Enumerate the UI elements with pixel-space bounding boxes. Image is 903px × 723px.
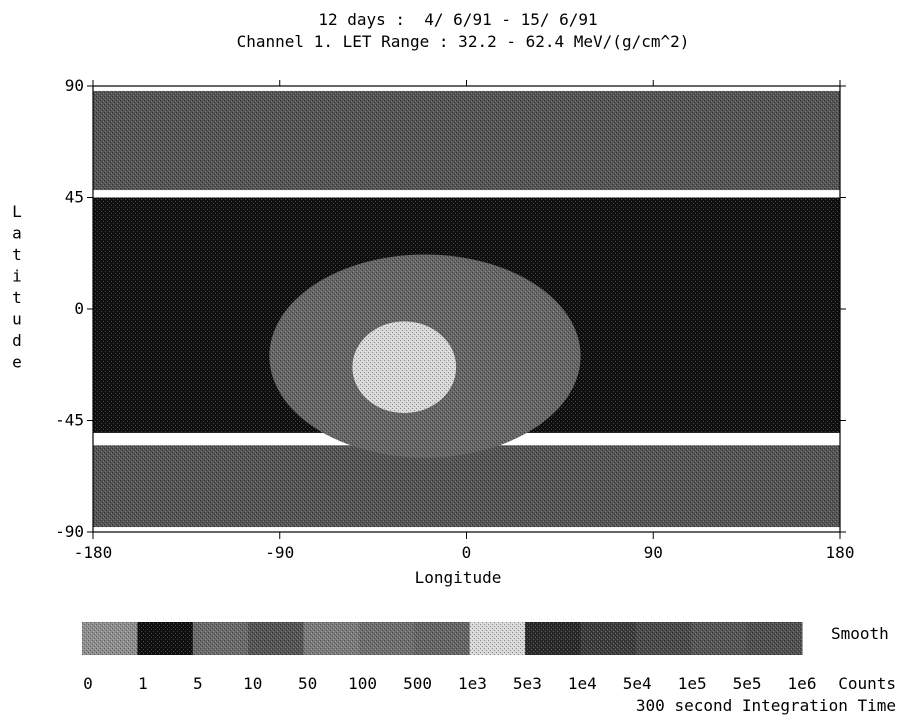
heatmap-region-northern-high-latitude-band-texture — [93, 90, 840, 191]
colorbar-tick-label: 1e4 — [568, 674, 597, 693]
colorbar-tick-label: 1e5 — [678, 674, 707, 693]
colorbar-tick-label: 1e6 — [788, 674, 817, 693]
colorbar-swatch-texture — [248, 622, 305, 655]
colorbar-swatch-texture — [580, 622, 637, 655]
x-tick-label: -90 — [265, 543, 294, 562]
colorbar-tick-label: 5e4 — [623, 674, 652, 693]
colorbar-tick-label: 5e5 — [733, 674, 762, 693]
y-tick-label: 90 — [65, 76, 84, 95]
y-axis-label-letter: e — [12, 353, 22, 372]
y-axis-label-letter: a — [12, 224, 22, 243]
colorbar-tick-label: 1 — [138, 674, 148, 693]
y-axis-label-letter: t — [12, 288, 22, 307]
x-tick-label: 90 — [644, 543, 663, 562]
colorbar-swatch-texture — [192, 622, 249, 655]
chart-title-line2: Channel 1. LET Range : 32.2 - 62.4 MeV/(… — [237, 32, 690, 51]
colorbar-tick-label: 5e3 — [513, 674, 542, 693]
colorbar-swatch-texture — [469, 622, 526, 655]
colorbar-tick-label: 1e3 — [458, 674, 487, 693]
x-tick-label: 180 — [826, 543, 855, 562]
x-tick-label: -180 — [74, 543, 113, 562]
y-tick-label: 0 — [74, 299, 84, 318]
y-tick-label: -90 — [55, 522, 84, 541]
colorbar-tick-label: 100 — [348, 674, 377, 693]
colorbar-tick-label: 500 — [403, 674, 432, 693]
colorbar-swatch-texture — [82, 622, 138, 655]
y-tick-label: 45 — [65, 188, 84, 207]
colorbar-swatch-texture — [691, 622, 748, 655]
colorbar-tick-labels: 0 1 5 10 50 100 500 1e3 5e3 1e4 5e4 1e5 5e5 1e6 — [83, 674, 816, 693]
heatmap-region-southern-high-latitude-band-texture — [93, 445, 840, 528]
colorbar-swatch-texture — [746, 622, 803, 655]
heatmap-region-south-atlantic-anomaly-core-texture — [352, 321, 457, 414]
colorbar-smooth-label: Smooth — [831, 624, 889, 643]
y-axis-label-letter: u — [12, 310, 22, 329]
x-tick-label: 0 — [462, 543, 472, 562]
colorbar-units-label: Counts — [838, 674, 896, 693]
colorbar-tick-label: 50 — [298, 674, 317, 693]
y-axis-label-letter: L — [12, 202, 22, 221]
heatmap-map — [93, 86, 840, 532]
chart-title-line1: 12 days : 4/ 6/91 - 15/ 6/91 — [318, 10, 597, 29]
x-axis: -180 -90 0 90 180 — [74, 80, 855, 562]
colorbar-swatch-texture — [635, 622, 692, 655]
x-axis-label: Longitude — [415, 568, 502, 587]
colorbar-tick-label: 5 — [193, 674, 203, 693]
y-tick-label: -45 — [55, 411, 84, 430]
y-axis-label-letter: t — [12, 245, 22, 264]
colorbar-swatch-texture — [414, 622, 471, 655]
colorbar — [82, 622, 803, 655]
colorbar-swatch-texture — [358, 622, 415, 655]
colorbar-tick-label: 0 — [83, 674, 93, 693]
y-axis-label-letter: d — [12, 331, 22, 350]
colorbar-swatch-texture — [525, 622, 581, 655]
colorbar-swatch-texture — [137, 622, 194, 655]
integration-time-footer: 300 second Integration Time — [636, 696, 896, 715]
colorbar-swatch-texture — [303, 622, 360, 655]
colorbar-tick-label: 10 — [243, 674, 262, 693]
y-axis-label-letter: i — [12, 267, 22, 286]
y-axis: 90 45 0 -45 -90 — [55, 76, 846, 541]
